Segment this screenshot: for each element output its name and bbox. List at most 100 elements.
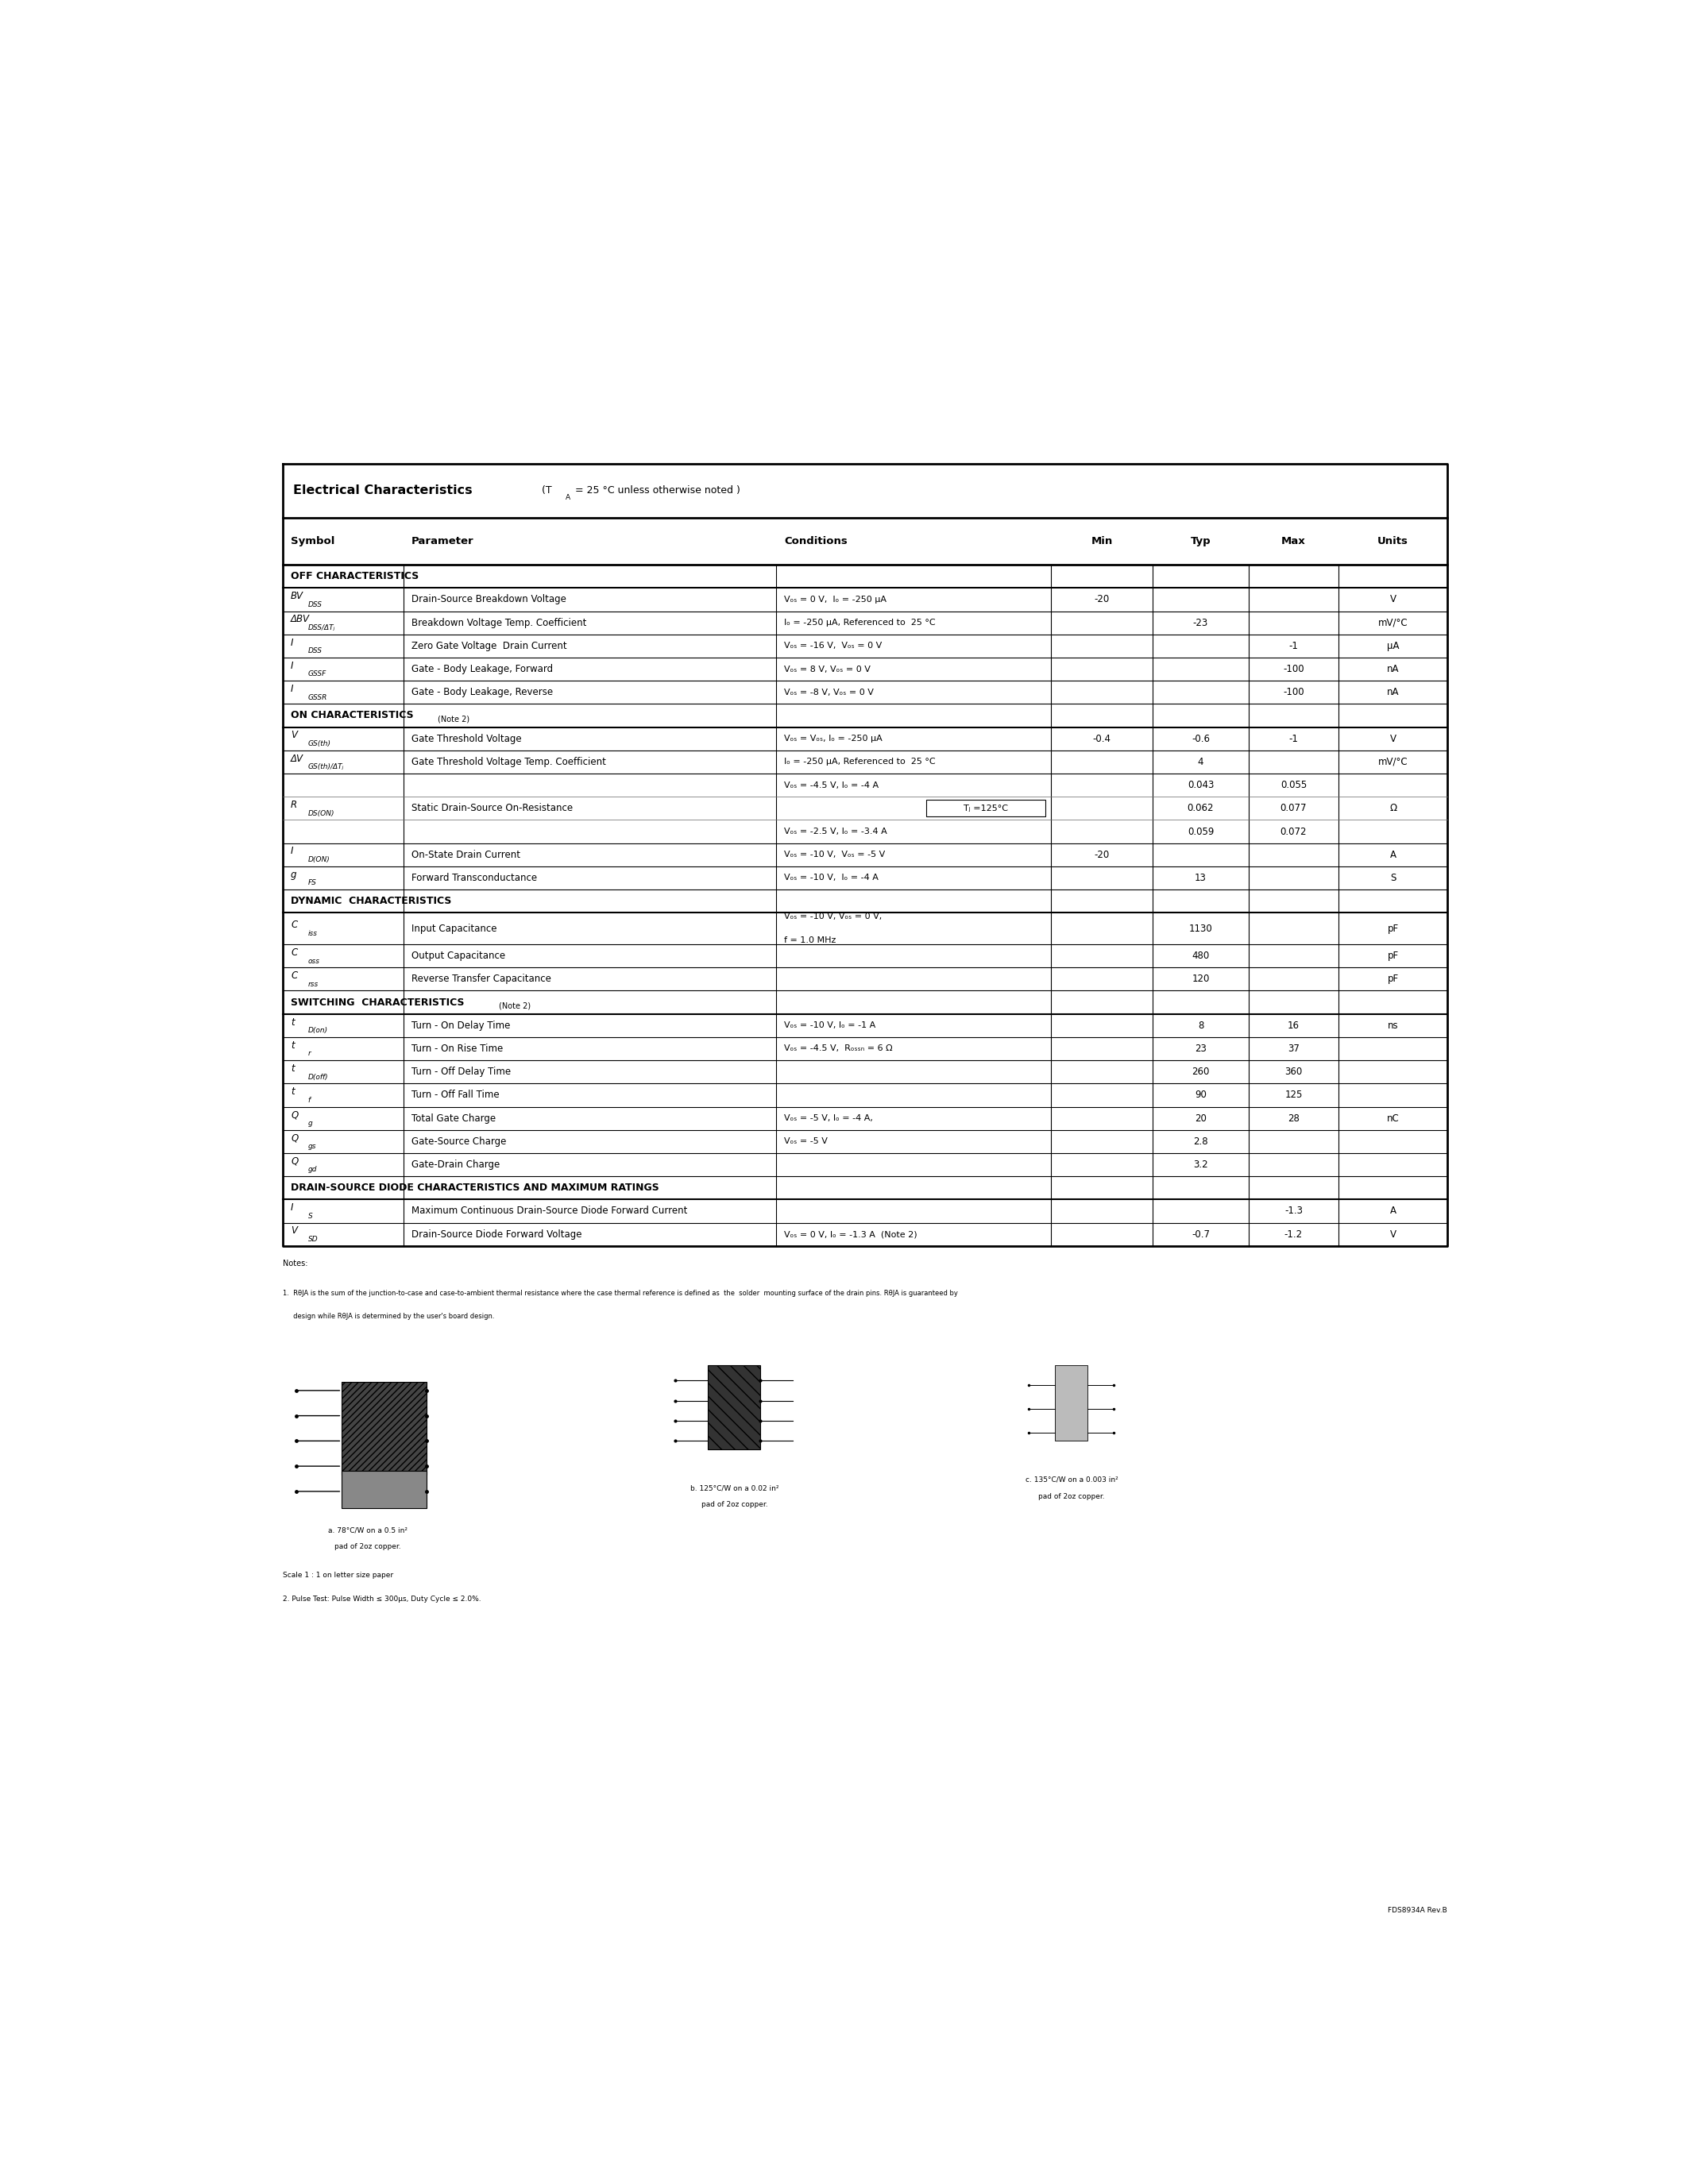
Text: -1.3: -1.3 bbox=[1285, 1206, 1303, 1216]
Text: BV: BV bbox=[290, 592, 304, 601]
Text: 360: 360 bbox=[1285, 1066, 1303, 1077]
Text: V: V bbox=[1389, 594, 1396, 605]
Text: -20: -20 bbox=[1094, 850, 1109, 860]
Text: f = 1.0 MHz: f = 1.0 MHz bbox=[783, 937, 836, 943]
Text: t: t bbox=[290, 1040, 294, 1051]
Text: Parameter: Parameter bbox=[412, 535, 474, 546]
Text: (Note 2): (Note 2) bbox=[437, 714, 469, 723]
Text: C: C bbox=[290, 948, 297, 959]
Text: -0.4: -0.4 bbox=[1092, 734, 1111, 745]
Text: I: I bbox=[290, 1203, 294, 1212]
Text: GS(th)/ΔTⱼ: GS(th)/ΔTⱼ bbox=[307, 764, 344, 771]
Text: GSSF: GSSF bbox=[307, 670, 326, 677]
Text: A: A bbox=[1389, 850, 1396, 860]
Text: 23: 23 bbox=[1195, 1044, 1207, 1055]
Text: Maximum Continuous Drain-Source Diode Forward Current: Maximum Continuous Drain-Source Diode Fo… bbox=[412, 1206, 687, 1216]
Text: Forward Transconductance: Forward Transconductance bbox=[412, 874, 537, 882]
Text: mV/°C: mV/°C bbox=[1377, 758, 1408, 767]
Text: Units: Units bbox=[1377, 535, 1408, 546]
Text: design while RθJA is determined by the user's board design.: design while RθJA is determined by the u… bbox=[284, 1313, 495, 1321]
Text: Gate Threshold Voltage Temp. Coefficient: Gate Threshold Voltage Temp. Coefficient bbox=[412, 758, 606, 767]
Text: 120: 120 bbox=[1192, 974, 1210, 985]
Text: gd: gd bbox=[307, 1166, 317, 1173]
Text: Drain-Source Diode Forward Voltage: Drain-Source Diode Forward Voltage bbox=[412, 1230, 582, 1241]
Text: -1: -1 bbox=[1290, 734, 1298, 745]
Text: Vₒₛ = Vₒₛ, Iₒ = -250 μA: Vₒₛ = Vₒₛ, Iₒ = -250 μA bbox=[783, 734, 883, 743]
Text: Vₒₛ = 0 V, Iₒ = -1.3 A  (Note 2): Vₒₛ = 0 V, Iₒ = -1.3 A (Note 2) bbox=[783, 1230, 917, 1238]
Text: Vₒₛ = -4.5 V,  Rₒₛₛₙ = 6 Ω: Vₒₛ = -4.5 V, Rₒₛₛₙ = 6 Ω bbox=[783, 1044, 893, 1053]
Text: pF: pF bbox=[1388, 950, 1399, 961]
Text: ΔBV: ΔBV bbox=[290, 614, 311, 625]
Text: Conditions: Conditions bbox=[783, 535, 847, 546]
Text: Electrical Characteristics: Electrical Characteristics bbox=[294, 485, 473, 496]
Text: Vₒₛ = 8 V, Vₒₛ = 0 V: Vₒₛ = 8 V, Vₒₛ = 0 V bbox=[783, 666, 871, 673]
Text: 125: 125 bbox=[1285, 1090, 1303, 1101]
Text: S: S bbox=[307, 1212, 312, 1219]
Text: GS(th): GS(th) bbox=[307, 740, 331, 747]
Text: g: g bbox=[290, 869, 297, 880]
Text: ΔV: ΔV bbox=[290, 753, 304, 764]
Text: FDS8934A Rev.B: FDS8934A Rev.B bbox=[1388, 1907, 1447, 1913]
Text: c. 135°C/W on a 0.003 in²: c. 135°C/W on a 0.003 in² bbox=[1025, 1476, 1117, 1483]
Text: S: S bbox=[1389, 874, 1396, 882]
Text: Zero Gate Voltage  Drain Current: Zero Gate Voltage Drain Current bbox=[412, 640, 567, 651]
Text: On-State Drain Current: On-State Drain Current bbox=[412, 850, 520, 860]
Text: Turn - Off Delay Time: Turn - Off Delay Time bbox=[412, 1066, 510, 1077]
Text: pad of 2oz copper.: pad of 2oz copper. bbox=[1038, 1494, 1106, 1500]
Text: Typ: Typ bbox=[1190, 535, 1210, 546]
Text: 0.043: 0.043 bbox=[1187, 780, 1214, 791]
Text: rss: rss bbox=[307, 981, 319, 987]
Text: 28: 28 bbox=[1288, 1114, 1300, 1123]
Text: 20: 20 bbox=[1195, 1114, 1207, 1123]
Text: Gate-Drain Charge: Gate-Drain Charge bbox=[412, 1160, 500, 1171]
Text: t: t bbox=[290, 1018, 294, 1026]
Text: (Note 2): (Note 2) bbox=[498, 1002, 530, 1009]
Text: r: r bbox=[307, 1051, 311, 1057]
Text: pF: pF bbox=[1388, 924, 1399, 935]
Text: Turn - On Delay Time: Turn - On Delay Time bbox=[412, 1020, 510, 1031]
Text: A: A bbox=[1389, 1206, 1396, 1216]
Text: 13: 13 bbox=[1195, 874, 1207, 882]
Text: 480: 480 bbox=[1192, 950, 1210, 961]
Text: V: V bbox=[1389, 1230, 1396, 1241]
Text: DSS: DSS bbox=[307, 646, 322, 655]
Text: 0.055: 0.055 bbox=[1280, 780, 1307, 791]
Text: Breakdown Voltage Temp. Coefficient: Breakdown Voltage Temp. Coefficient bbox=[412, 618, 586, 629]
Text: Iₒ = -250 μA, Referenced to  25 °C: Iₒ = -250 μA, Referenced to 25 °C bbox=[783, 758, 935, 767]
Text: Symbol: Symbol bbox=[290, 535, 334, 546]
Text: V: V bbox=[290, 729, 297, 740]
Text: b. 125°C/W on a 0.02 in²: b. 125°C/W on a 0.02 in² bbox=[690, 1485, 778, 1492]
Text: -23: -23 bbox=[1193, 618, 1209, 629]
Text: R: R bbox=[290, 799, 297, 810]
Text: Vₒₛ = 0 V,  Iₒ = -250 μA: Vₒₛ = 0 V, Iₒ = -250 μA bbox=[783, 596, 886, 603]
Text: Iₒ = -250 μA, Referenced to  25 °C: Iₒ = -250 μA, Referenced to 25 °C bbox=[783, 618, 935, 627]
Text: SD: SD bbox=[307, 1236, 317, 1243]
Text: Gate-Source Charge: Gate-Source Charge bbox=[412, 1136, 506, 1147]
Text: Vₒₛ = -2.5 V, Iₒ = -3.4 A: Vₒₛ = -2.5 V, Iₒ = -3.4 A bbox=[783, 828, 888, 836]
Text: Turn - On Rise Time: Turn - On Rise Time bbox=[412, 1044, 503, 1055]
Text: 0.072: 0.072 bbox=[1280, 826, 1307, 836]
Text: = 25 °C unless otherwise noted ): = 25 °C unless otherwise noted ) bbox=[572, 485, 741, 496]
Text: C: C bbox=[290, 919, 297, 930]
Text: 1.  RθJA is the sum of the junction-to-case and case-to-ambient thermal resistan: 1. RθJA is the sum of the junction-to-ca… bbox=[284, 1289, 959, 1297]
Text: t: t bbox=[290, 1088, 294, 1096]
Text: 0.062: 0.062 bbox=[1187, 804, 1214, 812]
Text: -20: -20 bbox=[1094, 594, 1109, 605]
Text: I: I bbox=[290, 660, 294, 670]
Text: Vₒₛ = -5 V, Iₒ = -4 A,: Vₒₛ = -5 V, Iₒ = -4 A, bbox=[783, 1114, 873, 1123]
Text: Vₒₛ = -4.5 V, Iₒ = -4 A: Vₒₛ = -4.5 V, Iₒ = -4 A bbox=[783, 782, 879, 788]
Text: DYNAMIC  CHARACTERISTICS: DYNAMIC CHARACTERISTICS bbox=[290, 895, 452, 906]
Text: pad of 2oz copper.: pad of 2oz copper. bbox=[701, 1500, 768, 1509]
Bar bbox=[1055, 1365, 1087, 1441]
Text: pF: pF bbox=[1388, 974, 1399, 985]
Text: V: V bbox=[1389, 734, 1396, 745]
Text: 2. Pulse Test: Pulse Width ≤ 300μs, Duty Cycle ≤ 2.0%.: 2. Pulse Test: Pulse Width ≤ 300μs, Duty… bbox=[284, 1597, 481, 1603]
Text: D(ON): D(ON) bbox=[307, 856, 329, 863]
Text: DSS: DSS bbox=[307, 601, 322, 607]
Bar bbox=[341, 1472, 427, 1509]
Text: mV/°C: mV/°C bbox=[1377, 618, 1408, 629]
Bar bbox=[341, 1382, 427, 1474]
Text: Input Capacitance: Input Capacitance bbox=[412, 924, 496, 935]
Text: Vₒₛ = -8 V, Vₒₛ = 0 V: Vₒₛ = -8 V, Vₒₛ = 0 V bbox=[783, 688, 874, 697]
Text: Drain-Source Breakdown Voltage: Drain-Source Breakdown Voltage bbox=[412, 594, 565, 605]
